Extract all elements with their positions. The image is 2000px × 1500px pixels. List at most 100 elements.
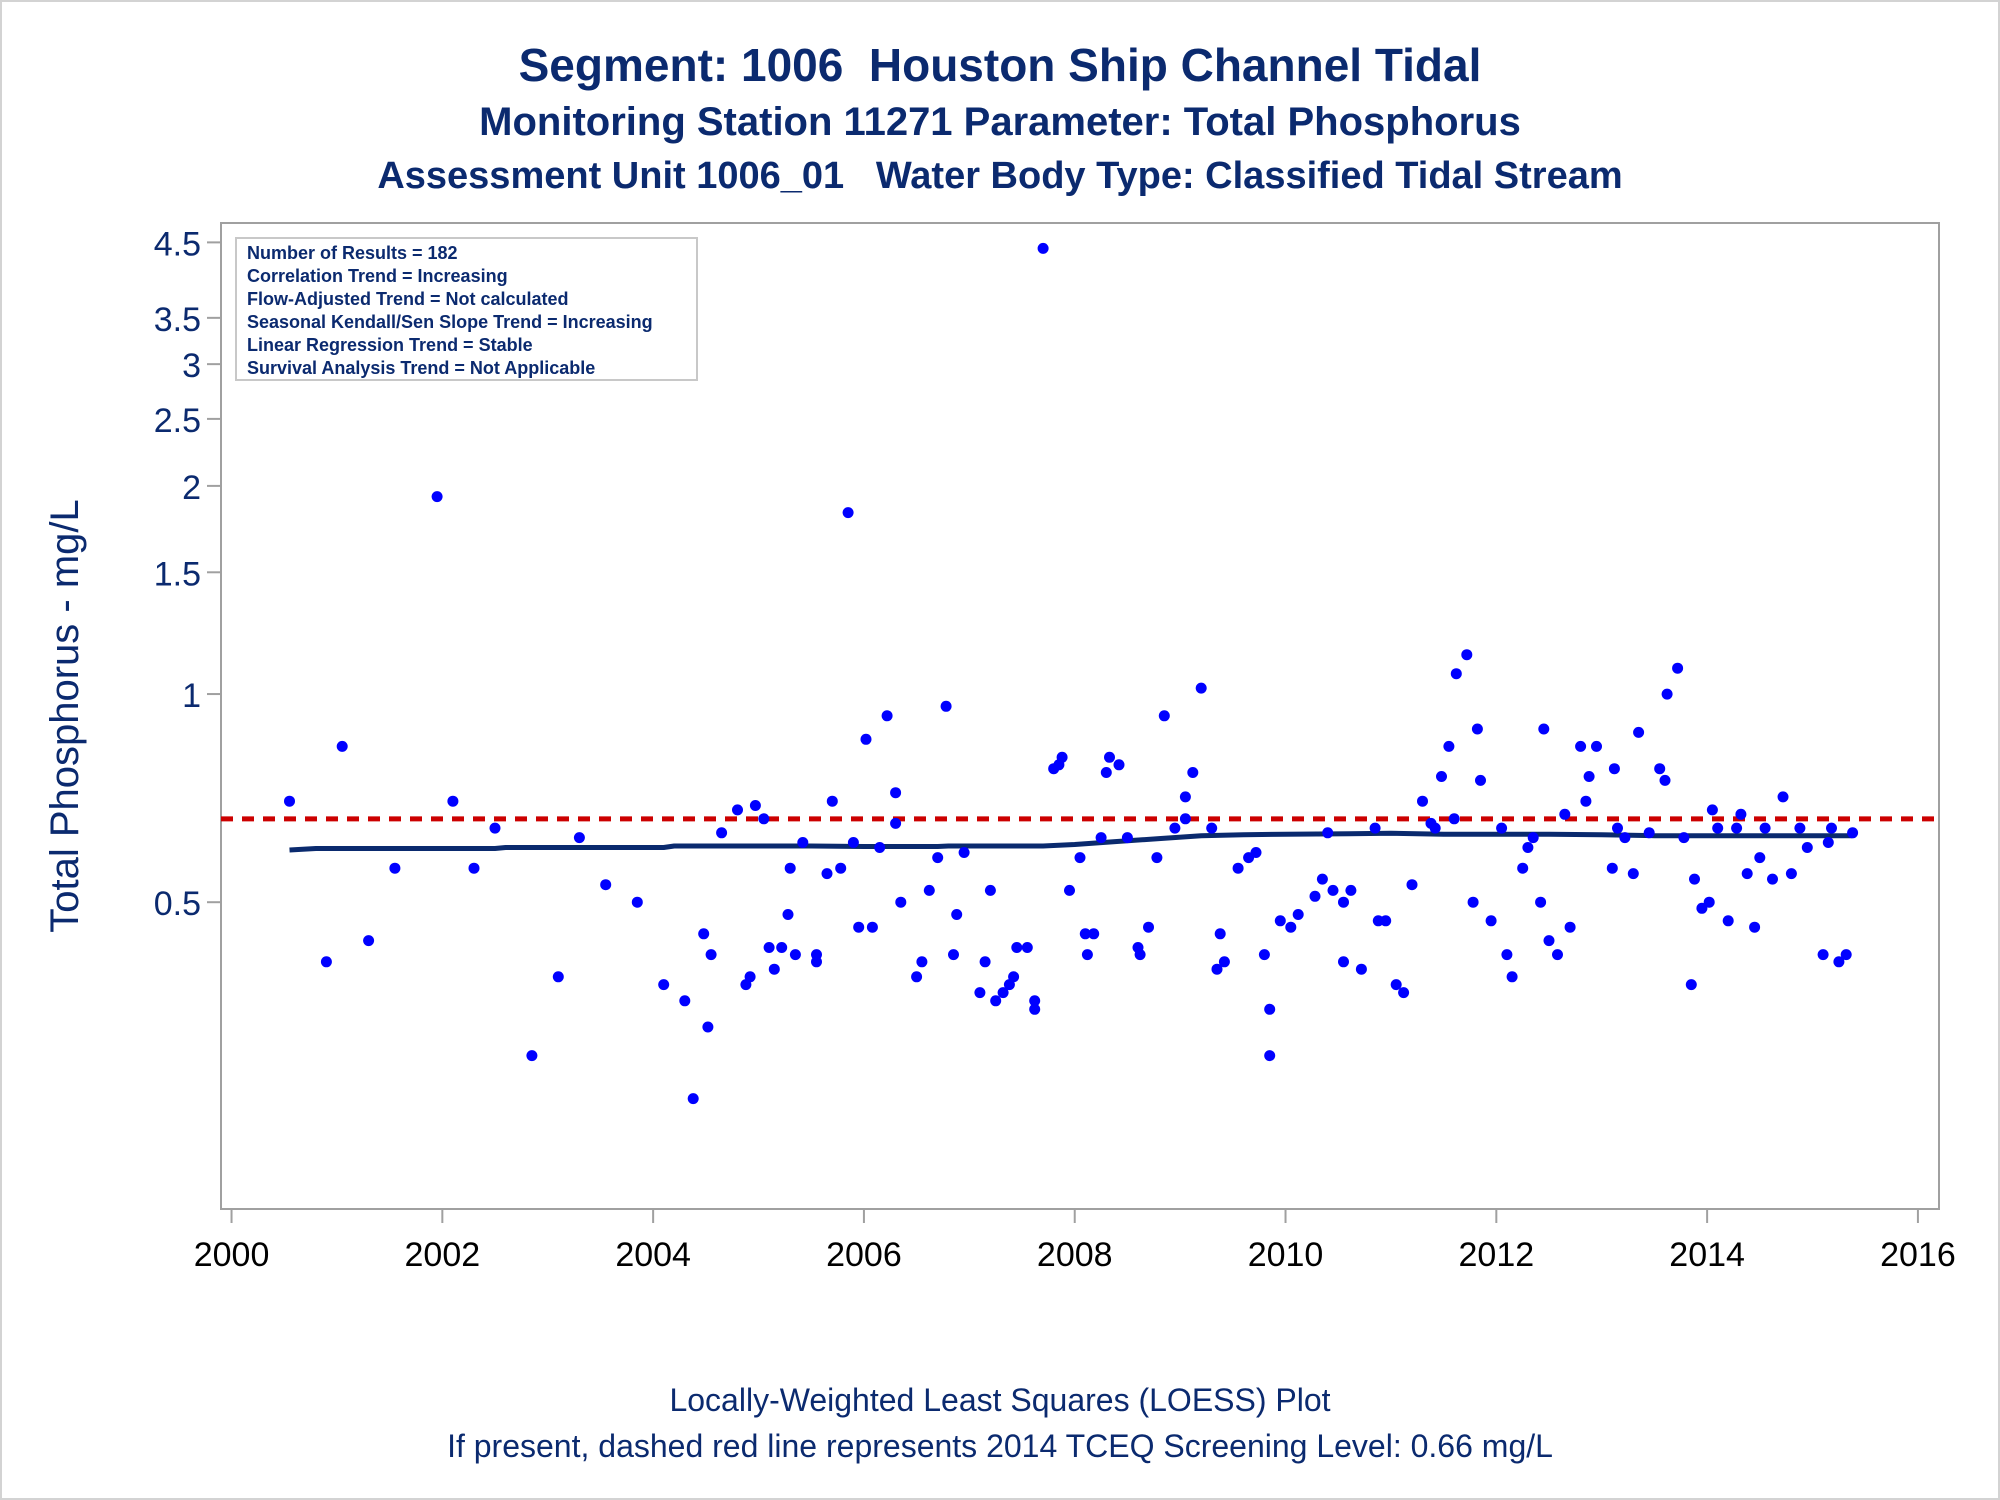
x-tick-label: 2016: [1880, 1236, 1956, 1274]
data-point: [768, 963, 780, 975]
data-point: [784, 862, 796, 874]
data-point: [1179, 791, 1191, 803]
data-point: [600, 879, 612, 891]
data-point: [1417, 795, 1428, 807]
data-point: [1322, 827, 1334, 839]
data-point: [1081, 949, 1093, 961]
data-point: [1538, 723, 1550, 735]
data-point: [1801, 842, 1813, 853]
data-point: [1722, 915, 1734, 927]
data-point: [881, 710, 893, 722]
data-point: [1169, 822, 1181, 834]
data-point: [974, 987, 986, 999]
data-point: [1543, 935, 1555, 947]
data-point: [1179, 813, 1191, 825]
data-point: [1731, 822, 1743, 834]
loess-line: [289, 830, 1853, 853]
x-tick-label: 2012: [1459, 1236, 1535, 1274]
y-tick-label: 3: [182, 347, 201, 385]
stats-line: Number of Results = 182: [247, 243, 458, 263]
x-axis: 2000 2002 2004 2006 2008 2010 2012 2014 2016: [194, 1209, 1956, 1274]
data-point: [1703, 896, 1715, 908]
y-axis-label: Total Phosphorus - mg/L: [43, 499, 87, 933]
x-tick-label: 2014: [1669, 1236, 1745, 1274]
data-point: [1088, 928, 1100, 940]
stats-line: Survival Analysis Trend = Not Applicable: [247, 358, 595, 378]
data-point: [1583, 771, 1595, 782]
data-point: [1436, 771, 1447, 782]
data-point: [1522, 842, 1534, 853]
data-point: [1406, 879, 1418, 891]
data-point: [744, 971, 756, 983]
data-point: [890, 787, 902, 799]
data-point: [1232, 862, 1244, 874]
data-point: [1826, 822, 1837, 834]
data-point: [911, 971, 923, 983]
data-point: [749, 800, 761, 811]
data-point: [1008, 971, 1020, 983]
data-point: [1064, 884, 1075, 896]
y-tick-label: 4.5: [154, 225, 201, 263]
data-point: [1074, 852, 1086, 864]
data-point: [1214, 928, 1226, 940]
data-point: [1355, 963, 1367, 975]
data-point: [698, 928, 710, 940]
data-point: [284, 795, 295, 807]
data-point: [1218, 956, 1230, 968]
data-point: [1822, 837, 1834, 848]
data-point: [1672, 662, 1684, 674]
data-point: [758, 813, 770, 825]
x-tick-label: 2004: [615, 1236, 691, 1274]
data-point: [1029, 1003, 1041, 1015]
data-point: [336, 740, 348, 752]
data-point: [1580, 795, 1592, 807]
data-point: [776, 942, 788, 953]
data-point: [1292, 909, 1304, 920]
data-point: [1037, 242, 1049, 254]
data-point: [1121, 832, 1133, 844]
data-point: [1496, 822, 1508, 834]
y-tick-label: 1.5: [154, 555, 201, 593]
data-point: [1706, 804, 1718, 816]
data-point: [552, 971, 564, 983]
data-point: [782, 909, 794, 920]
data-point: [1369, 822, 1381, 834]
x-tick-label: 2006: [826, 1236, 902, 1274]
data-point: [997, 987, 1009, 999]
x-tick-label: 2008: [1037, 1236, 1113, 1274]
data-point: [811, 956, 822, 968]
data-point: [835, 862, 847, 874]
data-point: [1390, 979, 1402, 991]
data-point: [895, 896, 907, 908]
data-point: [1100, 767, 1112, 778]
data-point: [923, 884, 935, 896]
data-point: [1309, 890, 1321, 902]
data-point: [1619, 832, 1631, 844]
data-point: [1285, 921, 1297, 933]
data-point: [1113, 759, 1125, 771]
data-point: [1151, 852, 1163, 864]
data-point: [853, 921, 865, 933]
data-point: [866, 921, 878, 933]
y-axis: 0.5 1 1.5 2 2.5 3 3.5 4.5: [154, 225, 221, 923]
data-point: [1559, 808, 1571, 820]
data-point: [658, 979, 670, 991]
data-point: [1506, 971, 1518, 983]
stats-line: Seasonal Kendall/Sen Slope Trend = Incre…: [247, 312, 653, 332]
chart-title: Segment: 1006 Houston Ship Channel Tidal: [518, 39, 1482, 91]
data-point: [705, 949, 717, 961]
data-point: [821, 868, 833, 880]
data-point: [1079, 928, 1091, 940]
data-point: [940, 700, 952, 712]
data-point: [320, 956, 332, 968]
data-point: [1552, 949, 1563, 961]
data-point: [874, 842, 886, 853]
data-point: [1187, 767, 1199, 778]
data-point: [1195, 682, 1207, 694]
data-point: [1327, 884, 1339, 896]
data-point: [1754, 852, 1766, 864]
data-point: [1608, 763, 1620, 775]
x-tick-label: 2010: [1248, 1236, 1324, 1274]
data-point: [979, 956, 991, 968]
data-point: [1398, 987, 1410, 999]
